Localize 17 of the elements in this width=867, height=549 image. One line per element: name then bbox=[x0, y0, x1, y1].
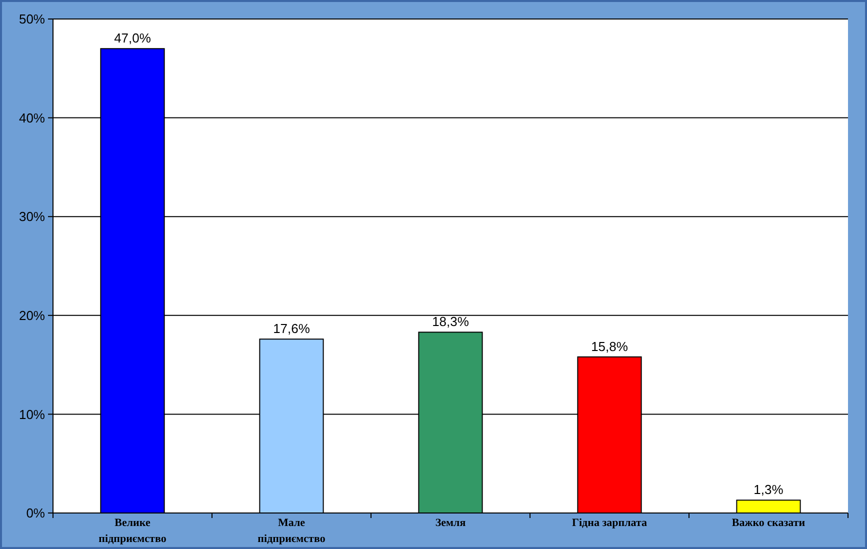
data-label: 17,6% bbox=[273, 321, 310, 336]
y-tick-label: 40% bbox=[18, 110, 46, 126]
x-tick-label: Гідна зарплата bbox=[572, 517, 648, 529]
y-tick-label: 30% bbox=[18, 209, 46, 224]
data-label: 1,3% bbox=[754, 482, 784, 498]
x-tick-label: Велике підприємство bbox=[98, 517, 167, 545]
x-tick-label: Мале підприємство bbox=[258, 517, 326, 545]
y-tick-label: 0% bbox=[26, 506, 46, 521]
y-tick-label: 50% bbox=[18, 12, 46, 27]
y-tick-label: 10% bbox=[18, 406, 46, 422]
data-label: 47,0% bbox=[114, 30, 152, 46]
data-label: 18,3% bbox=[432, 314, 470, 330]
data-label: 15,8% bbox=[591, 338, 628, 354]
x-tick-label: Земля bbox=[435, 517, 466, 529]
y-tick-label: 20% bbox=[18, 308, 46, 323]
bar bbox=[736, 500, 801, 514]
x-tick-label: Важко сказати bbox=[732, 517, 806, 529]
